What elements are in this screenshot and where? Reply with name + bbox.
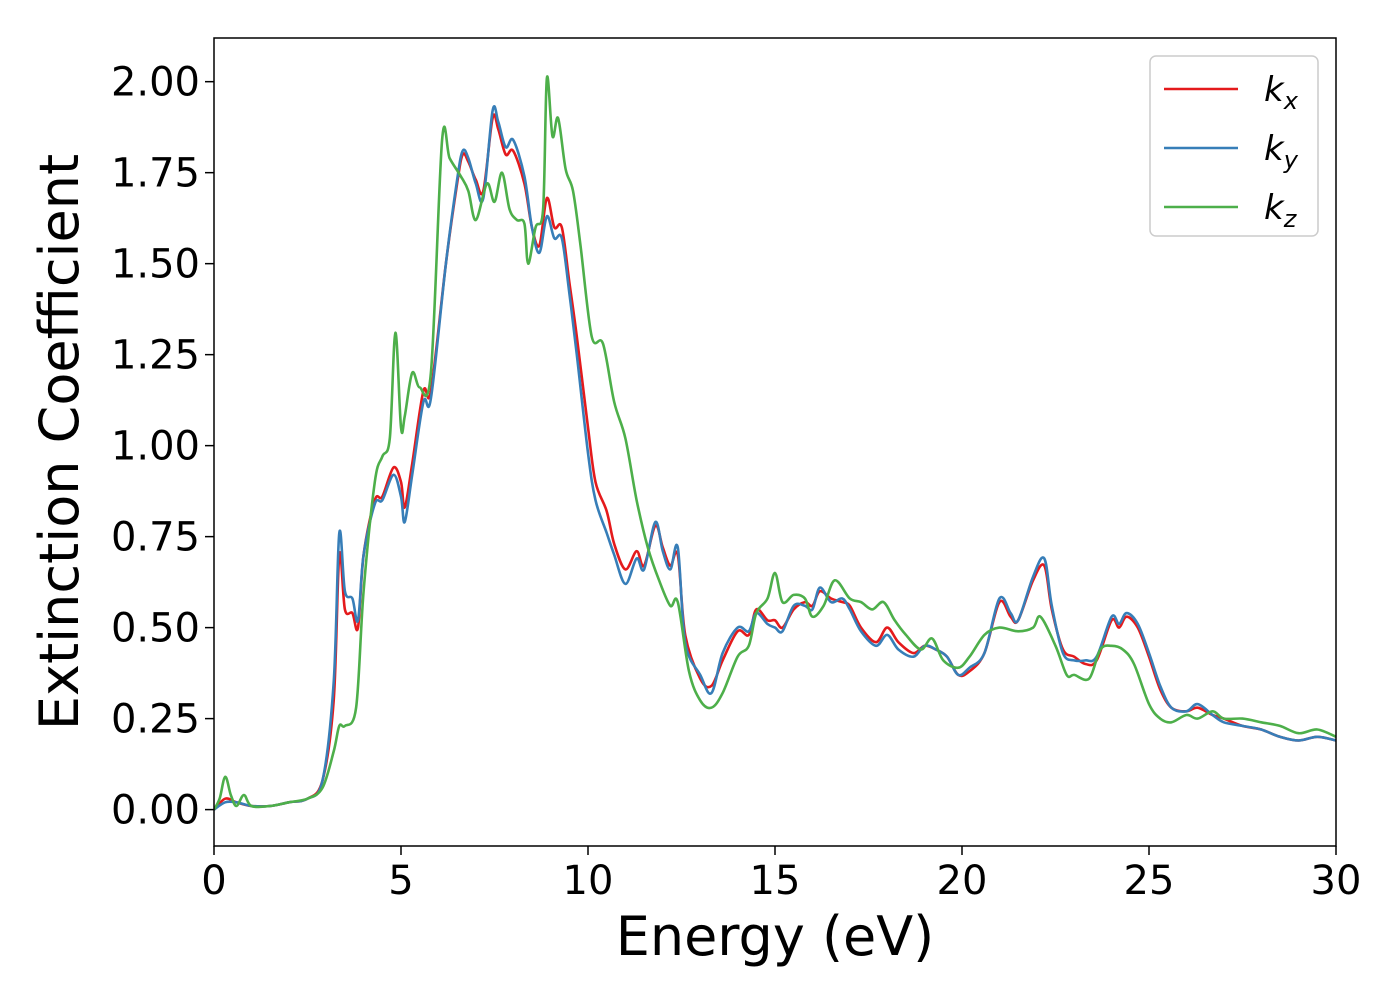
x-tick-label: 30 [1311, 858, 1362, 904]
x-tick-label: 0 [201, 858, 226, 904]
x-tick-label: 15 [750, 858, 801, 904]
y-axis-ticks: 0.00 0.25 0.50 0.75 1.00 1.25 1.50 1.75 2.00 [111, 60, 214, 834]
x-tick-label: 5 [388, 858, 413, 904]
y-tick-label: 1.75 [111, 151, 200, 197]
y-axis-title: Extinction Coefficient [28, 154, 91, 730]
y-tick-label: 1.50 [111, 242, 200, 288]
plot-lines [214, 75, 1336, 811]
x-tick-label: 20 [937, 858, 988, 904]
y-tick-label: 0.50 [111, 606, 200, 652]
series-line-kz [214, 75, 1336, 811]
legend-label-kx: kx [1264, 70, 1299, 115]
x-axis-title: Energy (eV) [616, 905, 935, 968]
y-tick-label: 2.00 [111, 60, 200, 106]
legend: kx ky kz [1149, 55, 1319, 237]
x-axis-ticks: 0 5 10 15 20 25 30 [201, 846, 1361, 904]
x-tick-label: 10 [563, 858, 614, 904]
legend-box [1149, 55, 1319, 237]
y-tick-label: 0.00 [111, 788, 200, 834]
series-line-kx [214, 113, 1336, 811]
legend-label-ky: ky [1264, 129, 1299, 174]
series-line-ky [214, 104, 1336, 811]
legend-label-kz: kz [1264, 188, 1298, 233]
x-tick-label: 25 [1124, 858, 1175, 904]
y-tick-label: 0.25 [111, 697, 200, 743]
y-tick-label: 1.00 [111, 424, 200, 470]
y-tick-label: 1.25 [111, 333, 200, 379]
y-tick-label: 0.75 [111, 515, 200, 561]
